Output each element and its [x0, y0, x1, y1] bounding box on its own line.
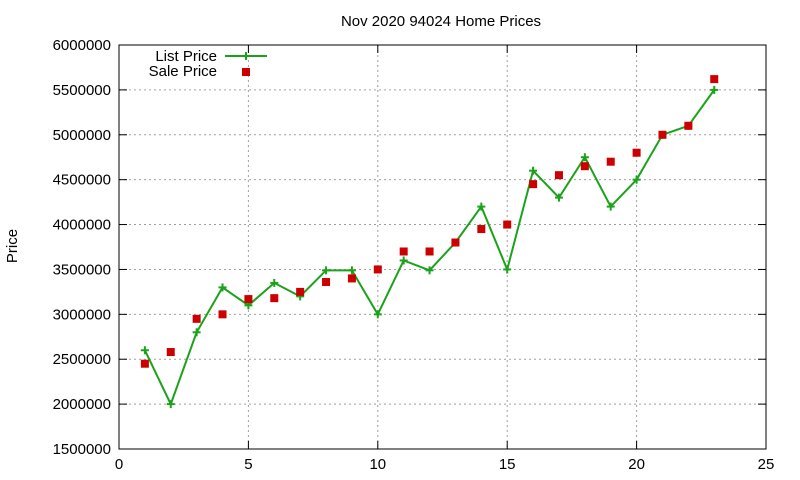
x-tick-label: 5 [244, 456, 252, 473]
y-tick-label: 4500000 [53, 172, 111, 189]
list-price-point [399, 256, 408, 265]
legend-swatch-sale-price [242, 68, 250, 76]
list-price-point [192, 328, 201, 337]
legend-label-list-price: List Price [155, 48, 217, 65]
list-price-point [606, 202, 615, 211]
y-tick-label: 1500000 [53, 441, 111, 458]
list-price-point [632, 175, 641, 184]
list-price-point [322, 266, 331, 275]
y-tick-label: 4000000 [53, 217, 111, 234]
list-price-point [580, 153, 589, 162]
plot-area-border [118, 44, 767, 450]
sale-price-point [710, 75, 719, 84]
sale-price-point [658, 130, 667, 139]
sale-price-point [554, 171, 563, 180]
sale-price-point [451, 238, 460, 247]
sale-price-point [296, 287, 305, 296]
sale-price-point [477, 225, 486, 234]
list-price-point [529, 166, 538, 175]
x-tick-label: 20 [628, 456, 645, 473]
grid-lines [119, 45, 766, 449]
sale-price-point [580, 162, 589, 171]
y-tick-label: 3000000 [53, 306, 111, 323]
list-price-point [347, 266, 356, 275]
sale-price-point [606, 157, 615, 166]
list-price-point [554, 193, 563, 202]
x-tick-label: 15 [499, 456, 516, 473]
y-tick-label: 5000000 [53, 127, 111, 144]
sale-price-point [347, 274, 356, 283]
list-price-point [166, 400, 175, 409]
axis-ticks: 1500000 2000000 2500000 3000000 3500000 40000… [53, 37, 775, 473]
sale-price-point [632, 148, 641, 157]
sale-price-point [684, 121, 693, 130]
y-tick-label: 3500000 [53, 261, 111, 278]
sale-price-point [166, 348, 175, 357]
sale-price-point [503, 220, 512, 229]
list-price-point [218, 283, 227, 292]
sale-price-point [270, 294, 279, 303]
sale-price-point [373, 265, 382, 274]
x-tick-label: 10 [369, 456, 386, 473]
sale-price-point [399, 247, 408, 256]
sale-price-point [529, 180, 538, 189]
sale-price-point [425, 247, 434, 256]
list-price-line [143, 89, 716, 407]
list-price-point [270, 278, 279, 287]
x-tick-label: 0 [115, 456, 123, 473]
list-price-point [425, 266, 434, 275]
chart-title: Nov 2020 94024 Home Prices [341, 13, 541, 30]
sale-price-point [244, 295, 253, 304]
list-price-point [477, 202, 486, 211]
series-layer [140, 75, 719, 409]
y-tick-label: 2000000 [53, 396, 111, 413]
list-price-point [373, 310, 382, 319]
y-tick-label: 5500000 [53, 82, 111, 99]
x-tick-label: 25 [758, 456, 775, 473]
sale-price-point [322, 278, 331, 287]
list-price-point [710, 85, 719, 94]
y-axis-label: Price [4, 229, 21, 263]
list-price-point [140, 346, 149, 355]
sale-price-point [140, 359, 149, 368]
y-tick-label: 6000000 [53, 37, 111, 54]
legend-label-sale-price: Sale Price [149, 63, 217, 80]
sale-price-point [192, 314, 201, 323]
y-tick-label: 2500000 [53, 351, 111, 368]
list-price-point [503, 265, 512, 274]
sale-price-point [218, 310, 227, 319]
